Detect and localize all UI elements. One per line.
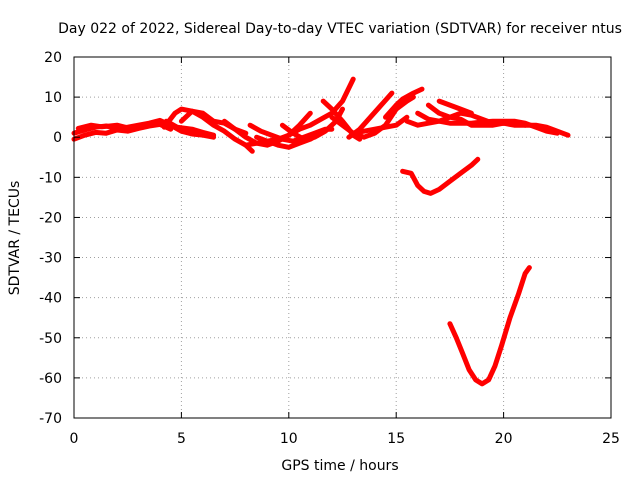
- y-tick-label: -70: [39, 411, 62, 427]
- series-trace-20: [436, 98, 474, 116]
- series-trace-16: [383, 86, 425, 120]
- series-trace-15: [350, 114, 410, 136]
- x-axis-label: GPS time / hours: [281, 458, 398, 474]
- x-tick-label: 10: [280, 431, 298, 447]
- data-series: [71, 76, 571, 387]
- y-tick-label: -40: [39, 291, 62, 307]
- series-trace-13: [329, 94, 416, 140]
- y-tick-label: 20: [44, 50, 62, 66]
- y-tick-label: -10: [39, 170, 62, 186]
- x-tick-label: 0: [70, 431, 79, 447]
- x-tick-label: 25: [602, 431, 620, 447]
- x-tick-label: 5: [177, 431, 186, 447]
- axis-ticks: 0 5 10 15 20 25 -70 -60 -50 -40 -30 -20 -10 0 10 20: [39, 50, 620, 447]
- y-tick-label: 10: [44, 90, 62, 106]
- x-tick-label: 15: [387, 431, 405, 447]
- series-trace-3: [75, 122, 146, 131]
- series-trace-21: [400, 156, 481, 196]
- series-trace-2: [71, 121, 174, 142]
- plot-frame: [73, 56, 612, 419]
- x-tick-label: 20: [495, 431, 513, 447]
- chart-title: Day 022 of 2022, Sidereal Day-to-day VTE…: [58, 21, 622, 37]
- series-trace-19: [425, 102, 528, 128]
- y-tick-label: -50: [39, 331, 62, 347]
- y-axis-label: SDTVAR / TECUs: [7, 181, 23, 296]
- series-trace-4: [161, 106, 255, 154]
- series-trace-18: [415, 110, 560, 136]
- y-tick-label: -30: [39, 251, 62, 267]
- y-tick-label: 0: [53, 130, 62, 146]
- y-tick-label: -60: [39, 371, 62, 387]
- series-trace-22: [447, 265, 532, 387]
- y-tick-label: -20: [39, 210, 62, 226]
- series-trace-5: [163, 118, 217, 138]
